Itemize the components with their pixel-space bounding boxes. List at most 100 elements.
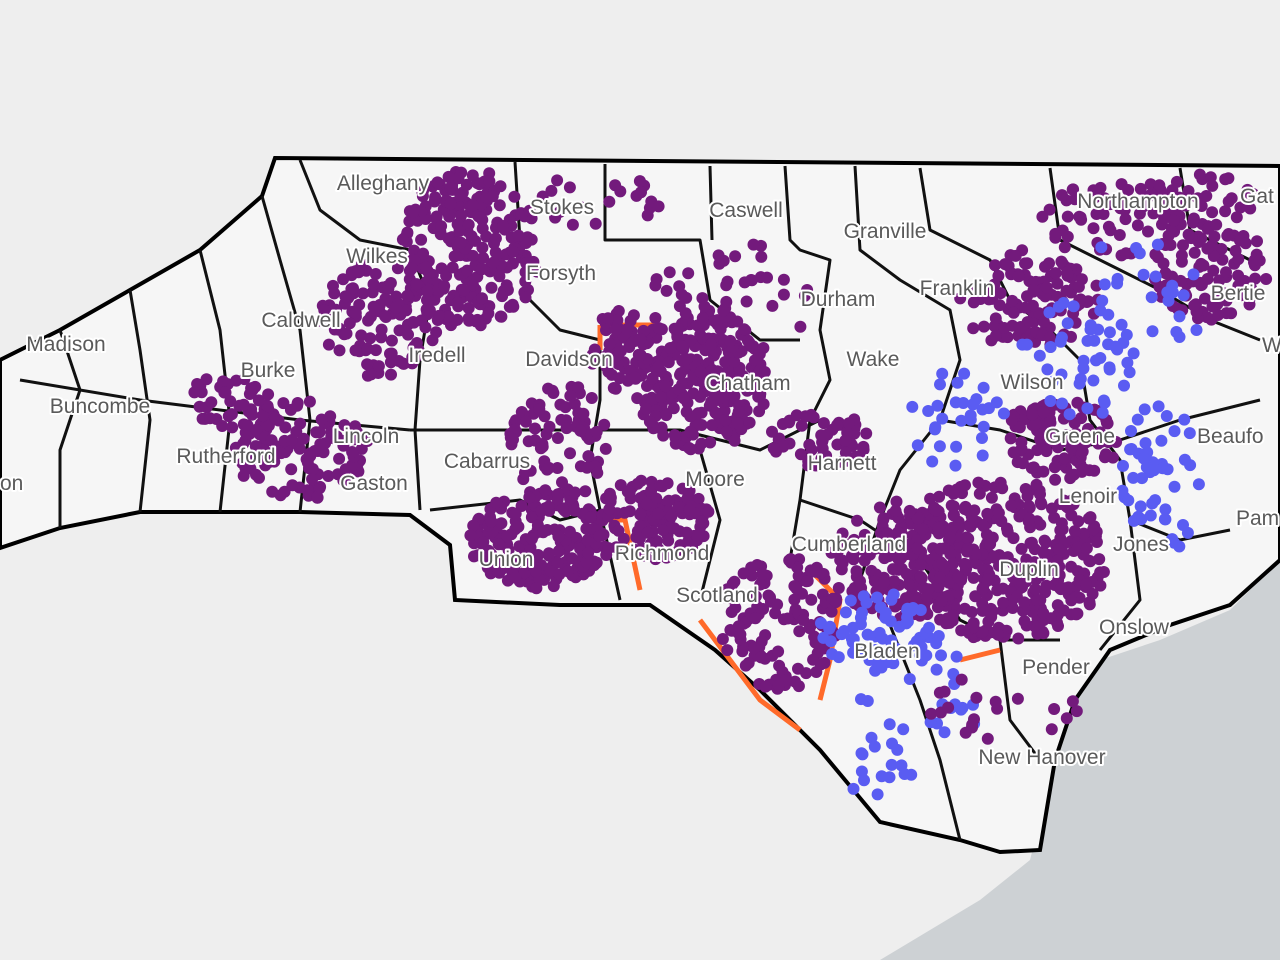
- site-dot: [379, 310, 391, 322]
- site-dot: [716, 633, 729, 645]
- site-dot: [728, 390, 741, 402]
- site-dot: [1127, 347, 1140, 360]
- site-dot: [568, 504, 581, 517]
- site-dot: [1243, 187, 1256, 200]
- site-dot: [265, 434, 278, 447]
- site-dot: [801, 284, 814, 296]
- county-line: [853, 165, 962, 581]
- site-dot: [349, 344, 362, 357]
- site-dot: [237, 437, 250, 450]
- site-dot: [1159, 503, 1172, 516]
- site-dot: [532, 549, 545, 561]
- site-dot: [1139, 437, 1152, 450]
- site-dot: [507, 433, 519, 446]
- site-dot: [989, 695, 1002, 708]
- site-dot: [585, 392, 598, 404]
- site-dot: [940, 617, 953, 630]
- site-dot: [552, 530, 565, 543]
- site-dot: [510, 556, 523, 569]
- site-dot: [1062, 581, 1075, 594]
- county-label: Gaston: [340, 472, 408, 495]
- site-dot: [569, 486, 581, 499]
- county-label: Lenoir: [1059, 485, 1117, 508]
- site-dot: [741, 334, 754, 347]
- site-dot: [284, 403, 297, 416]
- site-dot: [817, 457, 830, 470]
- site-dot: [306, 473, 319, 486]
- site-dot: [1049, 227, 1062, 240]
- site-dot: [362, 314, 375, 327]
- site-dot: [1111, 343, 1124, 356]
- site-dot: [652, 360, 665, 373]
- site-dot: [610, 541, 623, 554]
- site-dot: [832, 582, 845, 594]
- site-dot: [1193, 168, 1206, 181]
- site-dot: [1131, 219, 1144, 232]
- county-label: Onslow: [1099, 616, 1170, 639]
- county-label: Rutherford: [176, 445, 275, 468]
- site-dot: [384, 356, 397, 369]
- site-dot: [1086, 587, 1099, 600]
- site-dot: [1192, 478, 1205, 491]
- site-dot: [590, 425, 603, 438]
- county-label: Caswell: [709, 199, 783, 222]
- site-dot: [1067, 300, 1080, 313]
- site-dot: [1037, 545, 1050, 558]
- site-dot: [877, 512, 890, 525]
- site-dot: [743, 416, 756, 429]
- site-dot: [1111, 272, 1124, 285]
- site-dot: [1009, 249, 1022, 262]
- site-dot: [924, 716, 937, 729]
- county-label: Cabarrus: [444, 450, 530, 473]
- site-dot: [1020, 619, 1033, 632]
- site-dot: [1051, 441, 1064, 454]
- site-dot: [758, 366, 771, 378]
- site-dot: [1020, 575, 1033, 588]
- site-dot: [1152, 400, 1165, 413]
- site-dot: [634, 508, 647, 521]
- site-dot: [710, 407, 723, 420]
- county-label: Forsyth: [526, 262, 596, 285]
- site-dot: [721, 583, 734, 596]
- site-dot: [915, 572, 928, 585]
- site-dot: [1034, 488, 1046, 501]
- site-dot: [1123, 366, 1136, 379]
- site-dot: [1010, 567, 1023, 580]
- site-dot: [1253, 254, 1266, 267]
- site-dot: [1170, 175, 1183, 188]
- site-dot: [955, 414, 968, 427]
- site-dot: [1149, 270, 1162, 283]
- site-dot: [851, 514, 864, 527]
- site-dot: [1067, 498, 1080, 511]
- site-dot: [389, 301, 402, 314]
- site-dot: [777, 288, 790, 301]
- site-dot: [551, 432, 564, 444]
- site-dot: [375, 323, 388, 336]
- site-dot: [623, 485, 636, 498]
- site-dot: [934, 571, 946, 584]
- site-dot: [982, 573, 995, 585]
- site-dot: [523, 204, 536, 217]
- site-dot: [1021, 490, 1034, 503]
- site-dot: [972, 476, 985, 489]
- county-label: Wake: [847, 348, 900, 371]
- site-dot: [1061, 210, 1074, 223]
- site-dot: [1087, 523, 1100, 536]
- site-dot: [871, 591, 883, 604]
- site-dot: [1049, 430, 1062, 443]
- site-dot: [1119, 213, 1132, 226]
- site-dot: [887, 563, 900, 576]
- site-dot: [805, 593, 818, 606]
- site-dot: [999, 258, 1012, 271]
- site-dot: [1142, 225, 1154, 238]
- site-dot: [462, 302, 475, 315]
- site-dot: [792, 662, 804, 675]
- site-dot: [869, 654, 881, 667]
- site-dot: [1053, 543, 1066, 556]
- site-dot: [883, 771, 896, 784]
- site-dot: [200, 373, 213, 386]
- site-dot: [205, 396, 218, 409]
- site-dot: [1122, 184, 1135, 196]
- site-dot: [474, 549, 487, 562]
- site-dot: [1151, 238, 1164, 251]
